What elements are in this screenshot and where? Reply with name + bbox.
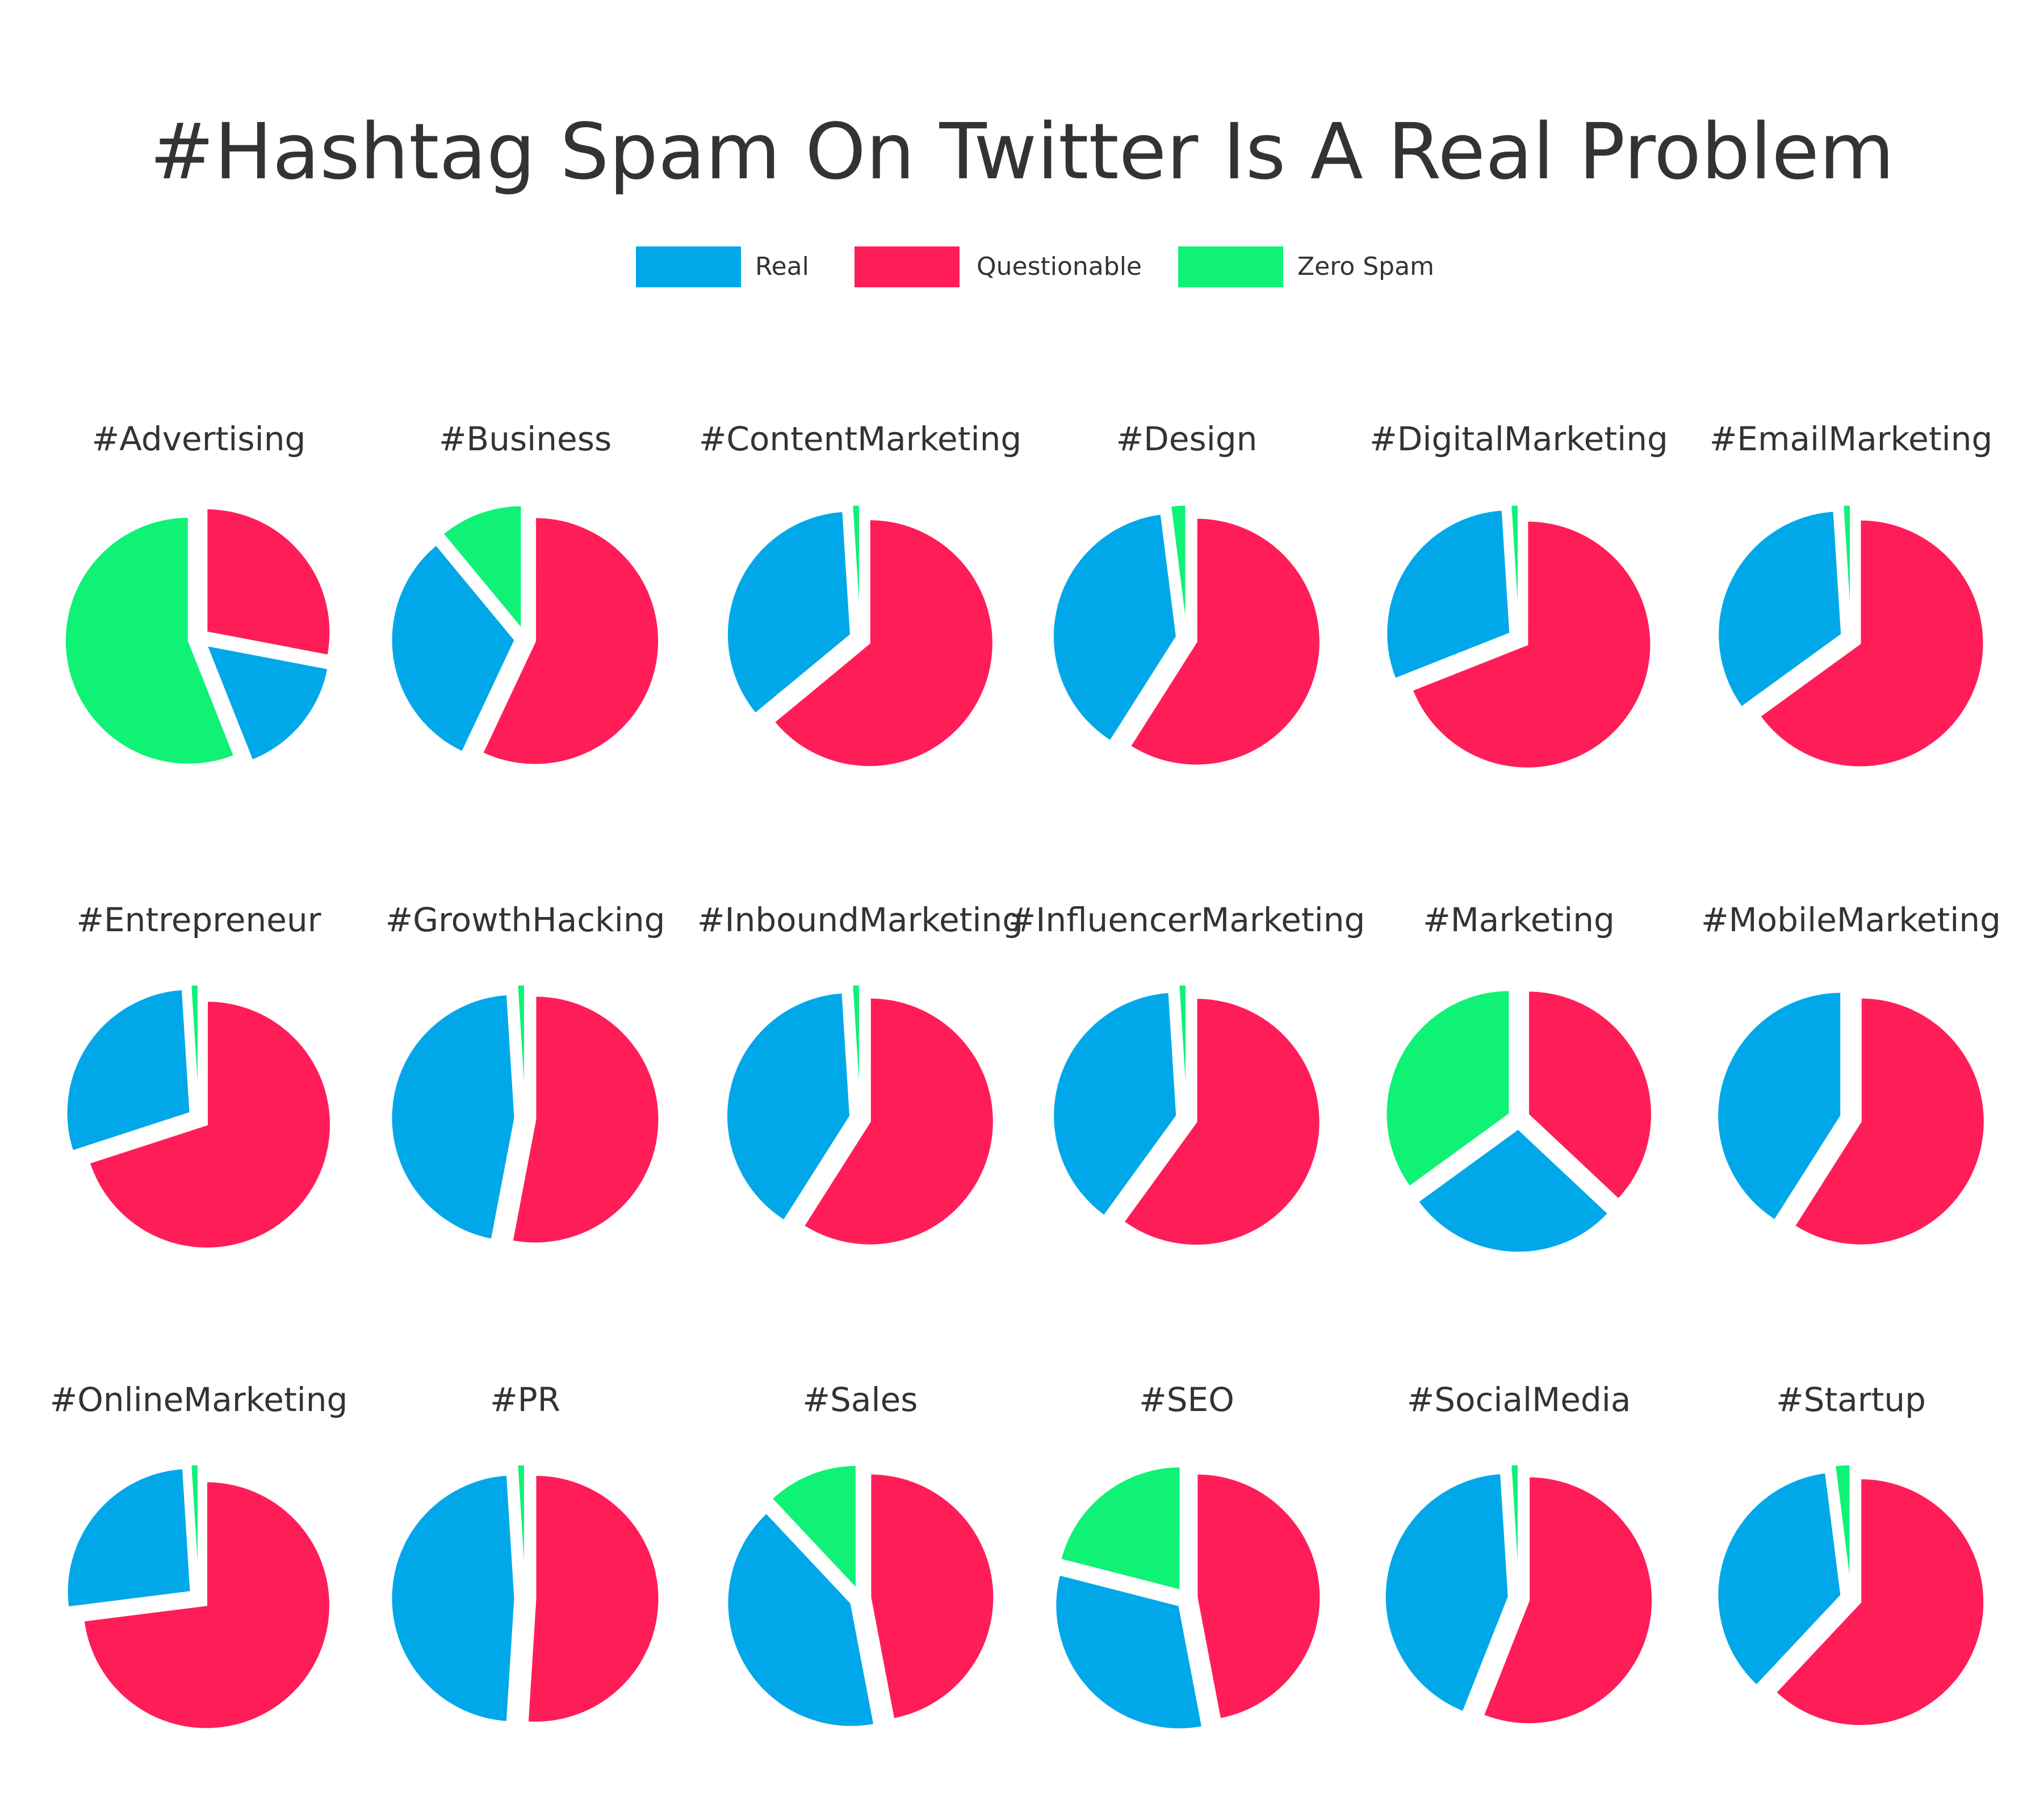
pie-slice-questionable [1758, 518, 1985, 768]
pie-inbound-marketing: #InboundMarketing [697, 901, 1023, 1246]
pie-slice-zero-spam [770, 1464, 857, 1592]
pie-label: #SocialMedia [1407, 1380, 1631, 1419]
pie-growth-hacking: #GrowthHacking [386, 901, 665, 1245]
pie-slice-questionable [1774, 1477, 1986, 1727]
pie-slice-questionable [82, 1480, 331, 1730]
pie-slice-real [1384, 1472, 1510, 1713]
pie-slice-zero-spam [851, 504, 861, 629]
pie-slice-real [1385, 509, 1511, 680]
pie-slice-zero-spam [64, 516, 236, 765]
pie-slice-real [1716, 991, 1842, 1222]
pie-slice-questionable [1482, 1475, 1654, 1725]
pie-slice-questionable [869, 1472, 995, 1720]
pie-slice-real [1716, 1471, 1842, 1687]
legend-label-zero-spam: Zero Spam [1297, 252, 1434, 281]
pie-label: #SEO [1139, 1380, 1234, 1419]
pie-design: #Design [1052, 420, 1321, 767]
legend-label-questionable: Questionable [977, 252, 1142, 281]
pie-entrepreneur: #Entrepreneur [65, 901, 332, 1250]
pie-slice-questionable [481, 516, 660, 766]
pie-slice-zero-spam [1178, 983, 1187, 1109]
pie-slice-questionable [802, 997, 995, 1246]
pie-slice-zero-spam [1059, 1466, 1182, 1592]
legend-swatch-real [636, 246, 741, 287]
pie-slice-zero-spam [1510, 504, 1519, 629]
pie-label: #Advertising [92, 420, 306, 458]
pie-label: #MobileMarketing [1701, 901, 2001, 939]
pie-email-marketing: #EmailMarketing [1710, 420, 1993, 768]
pie-slice-questionable [511, 995, 660, 1245]
pie-slice-real [1052, 513, 1178, 743]
pie-label: #Startup [1776, 1380, 1926, 1419]
pie-business: #Business [390, 420, 660, 766]
pie-slice-real [726, 991, 852, 1222]
pie-slice-real [1054, 1573, 1204, 1730]
pie-slice-zero-spam [516, 1463, 526, 1589]
pie-slice-zero-spam [516, 983, 526, 1109]
pie-slice-real [390, 993, 516, 1241]
legend-swatch-questionable [855, 246, 960, 287]
pie-slice-questionable [1196, 1472, 1322, 1720]
pie-mobile-marketing: #MobileMarketing [1701, 901, 2001, 1246]
pie-startup: #Startup [1716, 1380, 1986, 1727]
pie-label: #OnlineMarketing [50, 1380, 348, 1419]
legend-label-real: Real [755, 252, 809, 281]
pie-label: #Design [1116, 420, 1258, 458]
pie-label: #Sales [803, 1380, 918, 1419]
pie-slice-questionable [206, 508, 332, 657]
pie-slice-questionable [1122, 997, 1321, 1247]
pie-slice-zero-spam [1833, 1463, 1852, 1589]
pie-seo: #SEO [1054, 1380, 1322, 1730]
pie-slice-zero-spam [190, 983, 199, 1109]
pie-marketing: #Marketing [1385, 901, 1653, 1254]
pie-label: #GrowthHacking [386, 901, 665, 939]
pie-label: #Business [439, 420, 611, 458]
pie-slice-zero-spam [1510, 1463, 1519, 1589]
pie-slice-real [390, 1473, 516, 1723]
pie-content-marketing: #ContentMarketing [699, 420, 1021, 768]
pie-slice-questionable [88, 1000, 332, 1250]
pie-slice-real [390, 543, 516, 753]
chart-title: #Hashtag Spam On Twitter Is A Real Probl… [150, 107, 1895, 197]
pie-label: #PR [490, 1380, 560, 1419]
pie-slice-real [66, 1467, 192, 1609]
pie-pr: #PR [390, 1380, 660, 1724]
pie-slice-zero-spam [441, 504, 523, 632]
pie-sales: #Sales [726, 1380, 995, 1728]
pie-slice-questionable [526, 1474, 660, 1724]
pie-grid: #Advertising #Business #ContentMarketing #D… [50, 420, 2001, 1730]
pie-label: #InboundMarketing [697, 901, 1023, 939]
pie-slice-real [726, 510, 852, 715]
pie-label: #Entrepreneur [76, 901, 321, 939]
pie-slice-real [1717, 510, 1843, 709]
pie-label: #EmailMarketing [1710, 420, 1993, 458]
pie-label: #Marketing [1423, 901, 1615, 939]
pie-digital-marketing: #DigitalMarketing [1369, 420, 1668, 769]
pie-slice-real [65, 988, 191, 1153]
pie-slice-real [205, 644, 329, 762]
pie-label: #ContentMarketing [699, 420, 1021, 458]
pie-online-marketing: #OnlineMarketing [50, 1380, 348, 1730]
pie-slice-real [1417, 1128, 1610, 1254]
pie-label: #DigitalMarketing [1369, 420, 1668, 458]
pie-slice-real [1052, 991, 1178, 1217]
pie-slice-real [726, 1512, 876, 1728]
pie-slice-questionable [773, 518, 994, 768]
pie-slice-questionable [1129, 517, 1321, 767]
pie-label: #InfluencerMarketing [1008, 901, 1366, 939]
pie-social-media: #SocialMedia [1384, 1380, 1654, 1725]
pie-slice-zero-spam [851, 983, 861, 1109]
pie-slice-zero-spam [190, 1463, 199, 1589]
pie-influencer-marketing: #InfluencerMarketing [1008, 901, 1366, 1247]
pie-slice-questionable [1411, 520, 1652, 769]
pie-slice-questionable [1527, 990, 1653, 1201]
pie-slice-zero-spam [1169, 504, 1187, 629]
pie-slice-zero-spam [1842, 504, 1852, 629]
pie-advertising: #Advertising [64, 420, 332, 765]
legend-swatch-zero-spam [1178, 246, 1283, 287]
pie-slice-questionable [1793, 997, 1986, 1246]
legend: Real Questionable Zero Spam [636, 246, 1434, 287]
pie-slice-zero-spam [1385, 989, 1511, 1188]
